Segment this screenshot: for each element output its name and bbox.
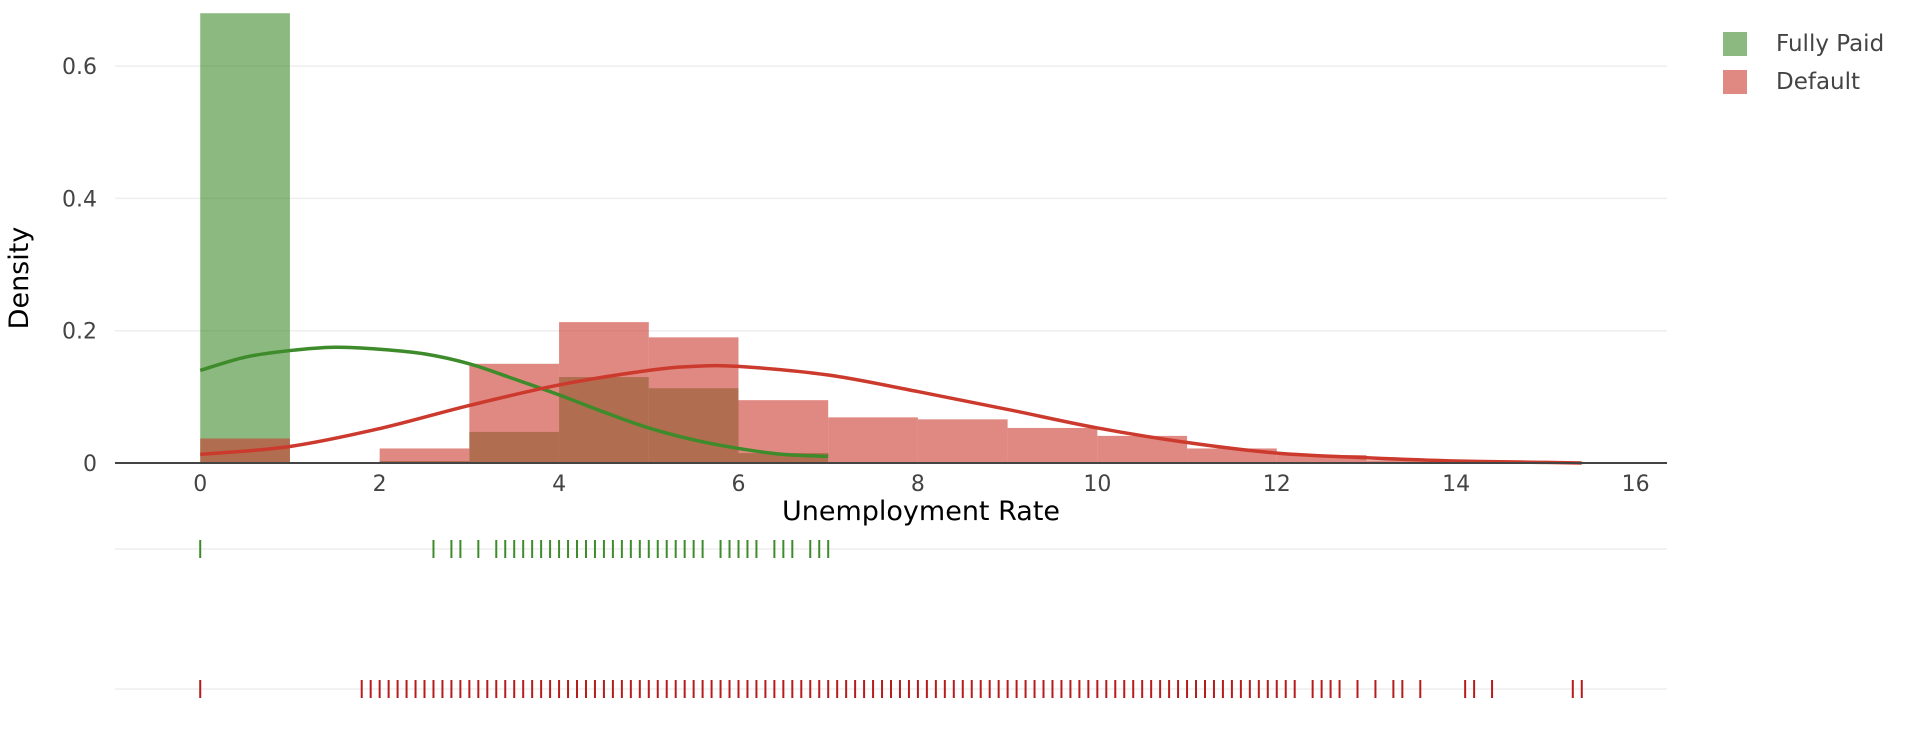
y-tick-label: 0.2 — [62, 320, 97, 345]
x-tick-label: 0 — [193, 472, 207, 497]
y-axis-title: Density — [4, 227, 35, 330]
x-tick-label: 10 — [1083, 472, 1111, 497]
legend-swatch — [1723, 70, 1747, 94]
legend-label: Fully Paid — [1776, 31, 1884, 57]
density-curves — [199, 345, 1582, 465]
default-histogram-bar — [379, 448, 470, 463]
default-histogram-bar — [1276, 455, 1367, 463]
x-tick-label: 16 — [1622, 472, 1650, 497]
legend: Fully Paid Default — [1723, 31, 1884, 95]
x-tick-label: 4 — [552, 472, 566, 497]
y-tick-label: 0.4 — [62, 187, 97, 212]
default-histogram-bar — [917, 419, 1008, 463]
x-tick-label: 8 — [911, 472, 925, 497]
default-histogram-bar — [1007, 427, 1098, 463]
x-tick-label: 2 — [373, 472, 387, 497]
histogram-bars — [200, 13, 1582, 463]
x-axis-ticks: 0 2 4 6 8 10 12 14 16 — [193, 472, 1649, 497]
y-axis-ticks: 0 0.2 0.4 0.6 — [62, 55, 97, 477]
default-histogram-bar — [1366, 460, 1457, 463]
legend-swatch — [1723, 32, 1747, 56]
x-axis-title: Unemployment Rate — [782, 496, 1060, 527]
default-histogram-bar — [648, 337, 739, 463]
x-tick-label: 6 — [731, 472, 745, 497]
fully-paid-density-curve — [199, 345, 829, 459]
fully-paid-histogram-bar — [200, 13, 290, 463]
y-tick-label: 0 — [83, 452, 97, 477]
x-tick-label: 14 — [1442, 472, 1470, 497]
default-histogram-bar — [559, 322, 649, 463]
grid-lines — [115, 65, 1667, 332]
default-histogram-bar — [828, 417, 918, 463]
default-density-curve — [200, 363, 1582, 465]
rug-plots — [115, 540, 1667, 698]
legend-label: Default — [1776, 69, 1860, 95]
y-tick-label: 0.6 — [62, 55, 97, 80]
x-tick-label: 12 — [1263, 472, 1291, 497]
